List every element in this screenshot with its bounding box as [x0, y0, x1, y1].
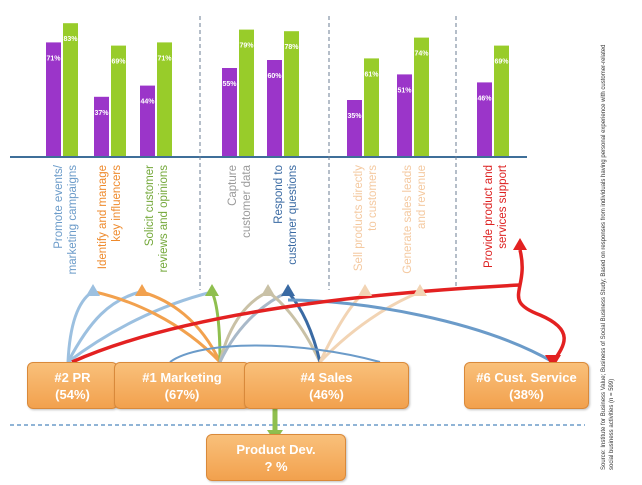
pr-box-percent: (54%) [55, 386, 90, 402]
category-label-line: Generate sales leads [402, 165, 414, 274]
category-label-line: marketing campaigns [67, 165, 79, 275]
bar-value-label: 55% [222, 81, 237, 88]
bar-value-labels: 71% 37% 44% 55% 60% 35% 51% 46% 83% 69% 71% 79% 78% 6… [46, 36, 509, 120]
category-label-5: Respond to customer questions [273, 165, 299, 265]
category-label-2: Identify and manage key influencers [97, 165, 123, 269]
bar-value-label: 35% [347, 113, 362, 120]
pr-box: #2 PR (54%) [27, 362, 118, 409]
category-label-line: key influencers [111, 165, 123, 242]
bar-value-label: 69% [111, 59, 126, 66]
category-label-7: Generate sales leads and revenue [402, 165, 428, 274]
product-dev-box: Product Dev. ? % [206, 434, 346, 481]
sales-box: #4 Sales (46%) [244, 362, 409, 409]
bar-value-label: 37% [94, 110, 109, 117]
product-dev-box-title: Product Dev. [236, 441, 316, 457]
service-box: #6 Cust. Service (38%) [464, 362, 589, 409]
category-label-3: Solicit customer reviews and opinions [144, 165, 170, 273]
arrowhead-support [513, 238, 527, 250]
bar-value-label: 69% [494, 59, 509, 66]
bar-green-6 [364, 58, 379, 156]
marketing-box: #1 Marketing (67%) [114, 362, 250, 409]
category-label-line: and revenue [416, 165, 428, 229]
bar-green-2 [111, 45, 126, 156]
bar-green-1 [63, 23, 78, 157]
category-label-line: customer questions [287, 165, 299, 265]
arrow-marketing-bottom [169, 344, 381, 363]
service-box-percent: (38%) [509, 386, 544, 402]
bar-value-label: 74% [414, 51, 429, 58]
arrow-service-to-pr [71, 283, 521, 364]
category-label-line: Respond to [273, 165, 285, 224]
category-label-line: Promote events/ [53, 164, 65, 249]
category-label-line: reviews and opinions [158, 165, 170, 273]
category-label-8: Provide product and services support [483, 164, 509, 268]
arrow-sales-to-leads [318, 290, 421, 364]
bar-value-label: 83% [63, 36, 78, 43]
arrow-heads [86, 238, 561, 442]
arrowhead-respond [281, 284, 295, 296]
arrowhead-identify [135, 284, 149, 296]
marketing-box-percent: (67%) [164, 386, 200, 402]
arrowhead-sell [358, 284, 372, 296]
arrowhead-capture [261, 284, 275, 296]
category-label-6: Sell products directly to customers [353, 165, 379, 271]
service-box-title: #6 Cust. Service [476, 369, 577, 385]
bar-value-label: 78% [284, 44, 299, 51]
arrowhead-service [545, 355, 561, 368]
arrowhead-promote [86, 284, 100, 296]
bar-purple-4 [222, 68, 237, 156]
category-label-line: Capture [227, 165, 239, 206]
bar-purple-3 [140, 85, 155, 156]
sales-box-title: #4 Sales [300, 369, 353, 385]
bar-value-label: 71% [46, 55, 61, 62]
bar-purple-2 [94, 96, 109, 156]
bar-value-label: 71% [157, 55, 172, 62]
category-labels: Promote events/marketing campaigns Identi… [53, 164, 509, 274]
category-label-line: Sell products directly [353, 165, 365, 271]
source-note: Source: Institute for Business Value; Bu… [601, 44, 615, 470]
bar-value-label: 60% [267, 73, 282, 80]
arrow-pr-to-solicit [67, 290, 213, 364]
bar-value-label: 44% [140, 99, 155, 106]
bar-purple-8 [477, 82, 492, 156]
marketing-box-title: #1 Marketing [142, 369, 222, 385]
sales-box-percent: (46%) [309, 386, 344, 402]
arrowhead-solicit [205, 284, 219, 296]
bar-purple-1 [46, 42, 61, 156]
arrow-pr-to-identify [66, 290, 141, 363]
bar-value-label: 61% [364, 71, 379, 78]
bar-green-3 [157, 42, 172, 156]
category-label-line: services support [497, 164, 509, 249]
category-label-line: Provide product and [483, 165, 495, 268]
bar-purple-5 [267, 60, 282, 156]
bar-purple-6 [347, 100, 362, 156]
bar-purple-7 [397, 74, 412, 156]
category-label-line: to customers [367, 165, 379, 231]
category-label-line: customer data [241, 164, 253, 237]
category-label-line: Identify and manage [97, 165, 109, 269]
bar-group [46, 23, 509, 157]
product-dev-box-percent: ? % [264, 458, 288, 474]
category-label-line: Solicit customer [144, 165, 156, 246]
bar-green-8 [494, 45, 509, 156]
arrowhead-leads [413, 284, 427, 296]
pr-box-title: #2 PR [54, 369, 91, 385]
arrow-marketing-to-identify [141, 290, 222, 363]
bar-green-7 [414, 37, 429, 156]
arrow-service-support [516, 249, 566, 364]
bar-value-label: 79% [239, 43, 254, 50]
bar-green-4 [239, 29, 254, 157]
category-label-4: Capture customer data [227, 164, 253, 237]
bar-value-label: 46% [477, 95, 492, 102]
category-label-1: Promote events/marketing campaigns [53, 164, 79, 274]
bar-green-5 [284, 31, 299, 157]
bar-value-label: 51% [397, 87, 412, 94]
